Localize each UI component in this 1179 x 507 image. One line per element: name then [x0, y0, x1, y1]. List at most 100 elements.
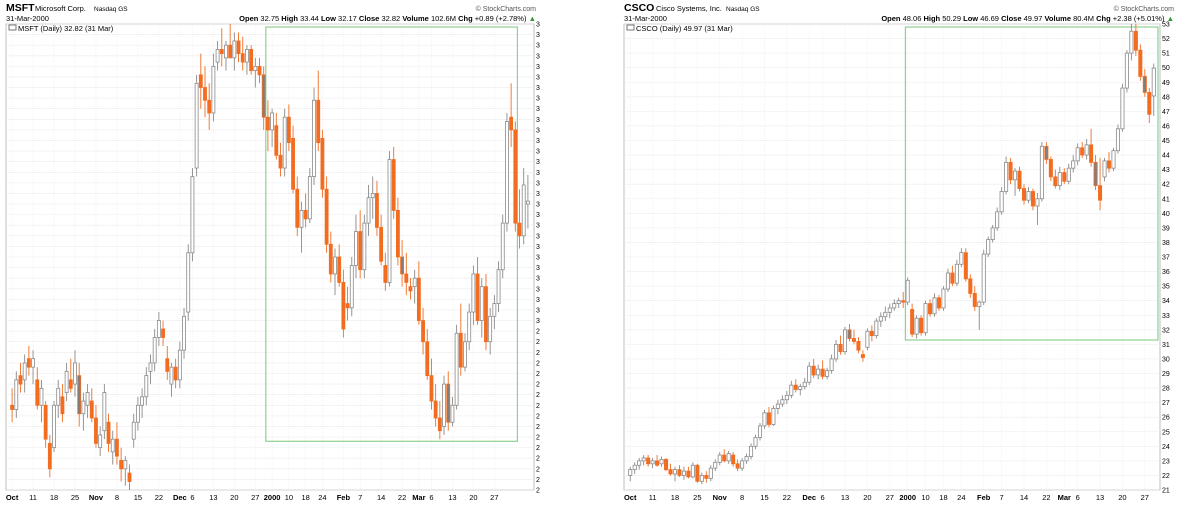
csco-candle	[668, 463, 673, 476]
msft-candle	[525, 174, 530, 229]
msft-gridlines	[6, 23, 534, 491]
csco-candle-body	[699, 475, 704, 482]
msft-candle	[467, 303, 472, 351]
msft-x-tick-label: 25	[71, 493, 79, 502]
csco-candle-body	[901, 300, 906, 303]
msft-candle-body	[47, 442, 52, 470]
csco-candle	[1102, 157, 1107, 182]
csco-x-tick-label: 2000	[899, 493, 916, 502]
msft-y-tick-label: 35.00	[536, 106, 540, 113]
msft-high-value: 33.44	[300, 14, 319, 23]
csco-candle-body	[722, 454, 727, 462]
msft-y-tick-label: 30.75	[536, 286, 540, 293]
csco-candle-body	[1026, 191, 1031, 201]
csco-gridlines	[624, 23, 1160, 491]
csco-candle	[749, 443, 754, 460]
csco-x-tick-label: Feb	[977, 493, 991, 502]
csco-candle-body	[856, 341, 861, 351]
csco-candle	[1089, 128, 1094, 167]
msft-candle-body	[442, 383, 446, 427]
msft-y-tick-label: 30.50	[536, 297, 540, 304]
msft-candle-body	[22, 362, 27, 381]
csco-y-tick-label: 43	[1162, 167, 1170, 174]
msft-y-tick-label: 34.50	[536, 127, 540, 134]
csco-candle-body	[1071, 160, 1076, 169]
csco-candle	[789, 380, 794, 399]
msft-candle-body	[140, 396, 145, 406]
csco-candle	[883, 306, 888, 322]
msft-candle-body	[517, 222, 522, 237]
csco-header: CSCO Cisco Systems, Inc. Nasdaq GS © Sto…	[624, 2, 1174, 23]
msft-candle-body	[245, 49, 249, 63]
msft-candle-body	[102, 392, 107, 432]
csco-candle-body	[1147, 92, 1152, 115]
msft-candle	[56, 379, 61, 418]
msft-y-tick-label: 33.75	[536, 159, 540, 166]
msft-candle-body	[416, 277, 421, 321]
csco-x-axis: Oct 11 18 25 Nov 8 15 22 Dec 6 13 20 27 2000 10 18 24 Feb…	[624, 493, 1149, 502]
csco-candle-body	[945, 272, 950, 290]
csco-candle-body	[1004, 161, 1009, 192]
msft-candle	[240, 36, 245, 71]
csco-candle-body	[896, 300, 901, 304]
csco-candle	[928, 299, 933, 317]
msft-x-tick-label: Dec	[173, 493, 187, 502]
csco-x-tick-label: 15	[760, 493, 768, 502]
csco-candle	[1026, 187, 1031, 204]
msft-candle-body	[525, 200, 530, 205]
msft-legend: MSFT (Daily) 32.82 (31 Mar)	[8, 24, 114, 33]
csco-candle-body	[677, 469, 682, 476]
csco-candle	[1008, 157, 1013, 185]
csco-candle	[1147, 88, 1152, 124]
msft-candle-body	[395, 209, 400, 258]
msft-candle	[442, 375, 446, 435]
msft-x-tick-label: 22	[155, 493, 163, 502]
msft-candle-body	[316, 99, 321, 144]
msft-candle	[144, 367, 149, 406]
msft-candle	[458, 303, 463, 376]
msft-candle-body	[73, 362, 77, 385]
csco-candle	[1071, 155, 1076, 173]
csco-candle	[887, 303, 892, 319]
msft-candle	[316, 70, 321, 152]
msft-candle-body	[253, 65, 258, 72]
msft-candle	[454, 324, 459, 410]
msft-candle-body	[224, 44, 228, 59]
csco-candle-body	[999, 191, 1004, 213]
csco-y-tick-label: 50	[1162, 65, 1170, 72]
msft-candle-body	[203, 87, 207, 101]
csco-candle	[699, 472, 704, 485]
csco-candle-body	[936, 297, 941, 309]
msft-candle	[135, 396, 140, 431]
csco-candle	[690, 462, 695, 479]
msft-x-tick-label: 20	[230, 493, 238, 502]
msft-candle-body	[39, 387, 44, 406]
csco-candle-body	[690, 464, 695, 478]
csco-candle	[722, 449, 727, 463]
csco-open-label: Open	[881, 14, 901, 23]
msft-candle	[513, 121, 518, 232]
msft-candle-body	[324, 188, 329, 245]
csco-candle-body	[744, 456, 749, 462]
msft-candle	[349, 257, 354, 317]
msft-candle	[387, 151, 392, 287]
csco-candle	[914, 315, 919, 339]
msft-x-tick-label: Feb	[337, 493, 351, 502]
csco-candle	[637, 457, 642, 470]
csco-candle-body	[1035, 198, 1040, 207]
msft-x-tick-label: 15	[134, 493, 142, 502]
csco-candle-body	[963, 252, 968, 280]
msft-candle	[261, 66, 266, 130]
msft-candle	[73, 350, 77, 397]
csco-candle	[869, 325, 874, 342]
csco-chg-label: Chg	[1096, 14, 1111, 23]
msft-candle	[450, 396, 455, 427]
msft-candle-body	[282, 116, 287, 169]
csco-x-tick-label: Nov	[713, 493, 728, 502]
csco-candle	[932, 293, 937, 317]
csco-candle-body	[780, 399, 785, 405]
csco-y-tick-label: 28	[1162, 386, 1170, 393]
msft-candle-body	[446, 383, 451, 423]
csco-y-tick-label: 29	[1162, 371, 1170, 378]
csco-candle	[740, 457, 745, 472]
